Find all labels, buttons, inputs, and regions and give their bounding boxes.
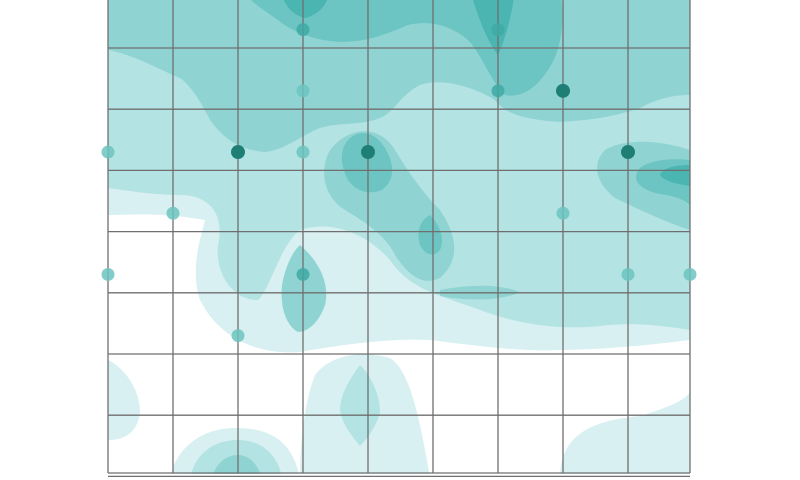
contour-layers	[108, 0, 690, 474]
data-point	[296, 267, 310, 281]
data-point	[101, 145, 115, 159]
data-point	[361, 145, 375, 160]
contour-level-2-diamond	[340, 365, 380, 446]
contour-level-1-corner	[108, 360, 140, 440]
contour-level-4-island	[341, 133, 393, 193]
data-point	[101, 267, 115, 281]
contour-level-4-mid	[418, 215, 442, 255]
contour-level-3-low	[281, 245, 327, 332]
data-point	[556, 83, 570, 98]
data-point	[621, 267, 635, 281]
data-point	[556, 206, 570, 220]
data-point	[491, 84, 505, 98]
data-point	[166, 206, 180, 220]
data-point	[231, 329, 245, 343]
grid-lines	[107, 0, 691, 478]
data-point	[296, 84, 310, 98]
data-point	[621, 145, 635, 160]
contour-level-5	[283, 0, 328, 18]
data-point	[296, 23, 310, 37]
contour-level-3-base	[213, 455, 261, 474]
data-point	[296, 145, 310, 159]
data-point	[683, 267, 697, 281]
data-point	[491, 23, 505, 37]
data-points	[101, 23, 697, 343]
data-point	[231, 145, 245, 160]
